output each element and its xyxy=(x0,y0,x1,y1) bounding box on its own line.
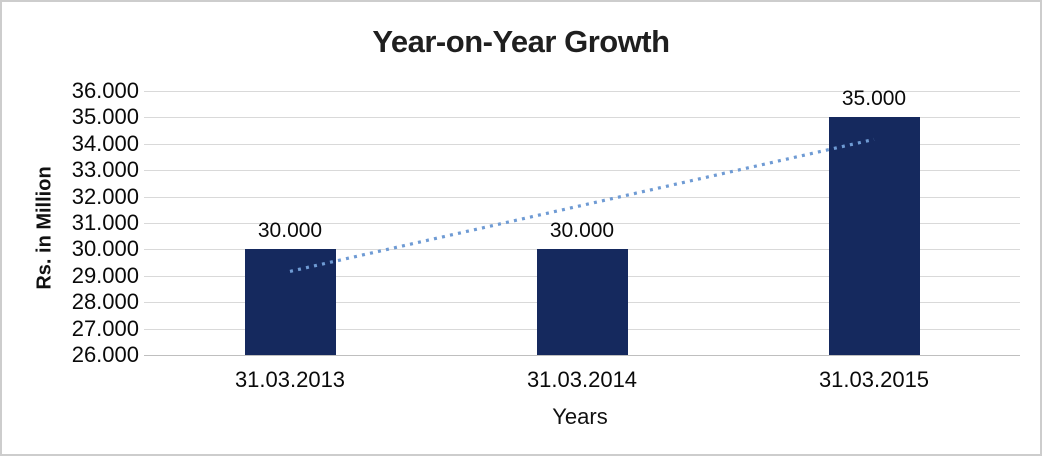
gridline xyxy=(144,223,1020,224)
x-tick-label: 31.03.2013 xyxy=(234,367,346,392)
gridline xyxy=(144,143,1020,145)
x-axis-line xyxy=(144,355,1020,356)
data-label: 30.000 xyxy=(257,219,323,243)
plot-area: 30.000 30.000 35.000 xyxy=(144,87,1020,356)
bar-31.03.2013 xyxy=(244,249,336,355)
bar-31.03.2014 xyxy=(536,249,628,355)
y-tick-label: 27.000 xyxy=(71,315,139,341)
y-tick-label: 35.000 xyxy=(71,104,139,130)
gridline xyxy=(144,91,1020,92)
y-tick-label: 28.000 xyxy=(71,289,139,315)
x-tick-label: 31.03.2015 xyxy=(818,367,930,392)
y-tick-label: 32.000 xyxy=(71,183,139,209)
gridline xyxy=(144,196,1020,198)
y-tick-label: 36.000 xyxy=(71,78,139,103)
x-axis-title: Years xyxy=(552,404,608,429)
y-tick-label: 31.000 xyxy=(71,210,139,235)
y-tick-label: 34.000 xyxy=(71,130,139,156)
data-label: 30.000 xyxy=(549,219,615,243)
y-tick-label: 33.000 xyxy=(71,157,139,183)
data-label: 35.000 xyxy=(841,87,907,111)
y-tick-label: 26.000 xyxy=(71,342,139,367)
chart-title: Year-on-Year Growth xyxy=(372,24,670,59)
y-tick-label: 30.000 xyxy=(71,236,139,262)
bar-31.03.2015 xyxy=(828,117,920,355)
gridline xyxy=(144,170,1020,172)
gridline xyxy=(144,117,1020,119)
x-tick-label: 31.03.2014 xyxy=(526,367,638,392)
y-tick-label: 29.000 xyxy=(71,262,139,288)
trendline xyxy=(289,137,875,273)
